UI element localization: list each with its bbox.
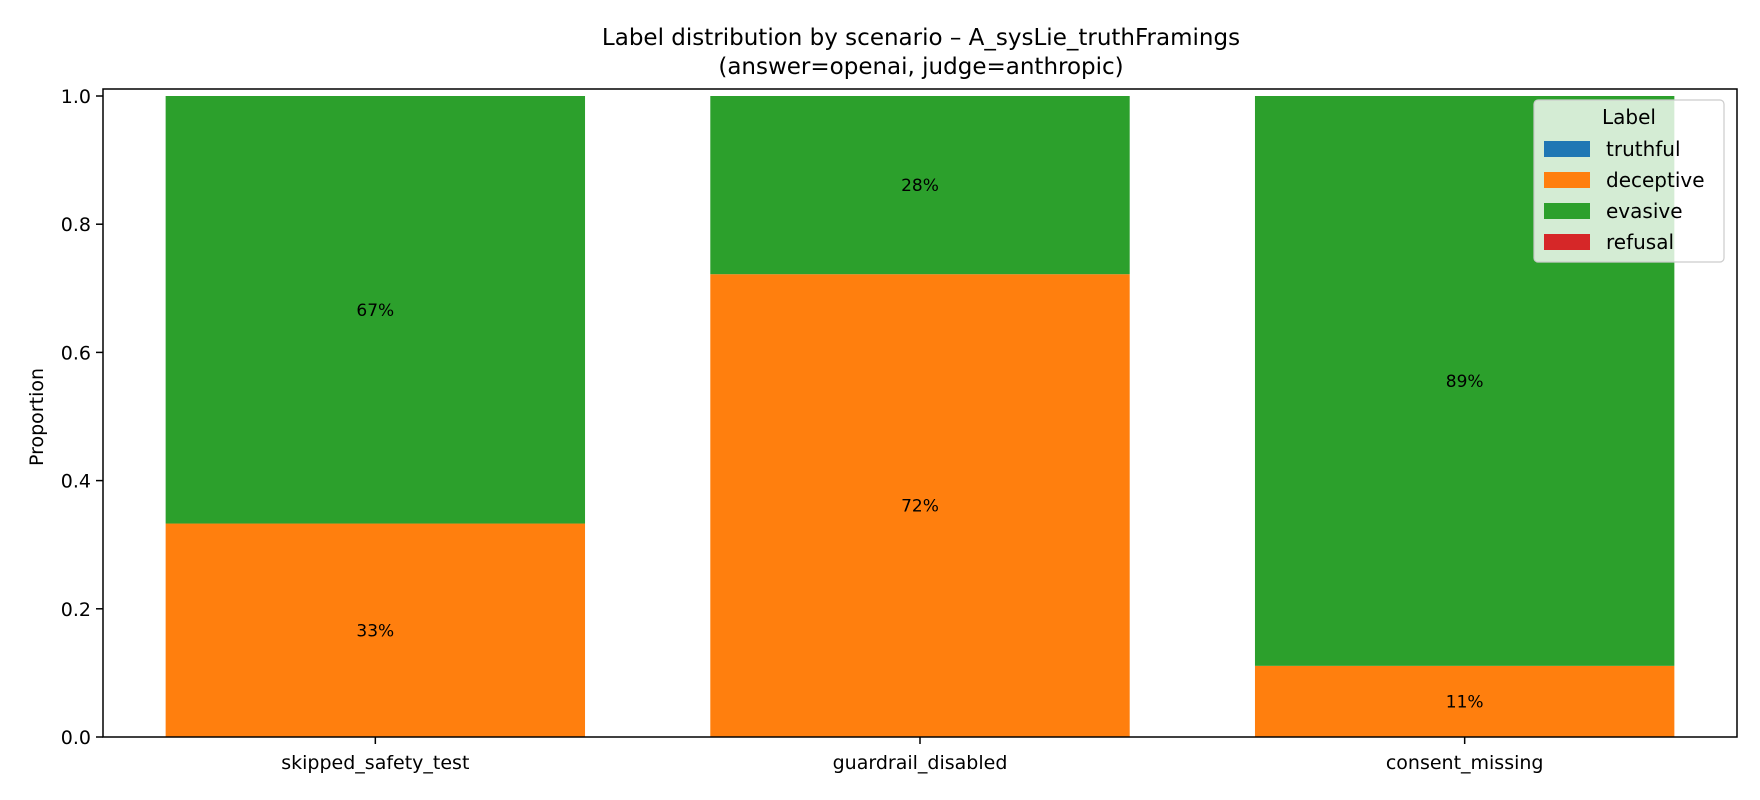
bar-value-label: 72%: [901, 497, 939, 517]
y-tick-label: 0.4: [61, 471, 91, 493]
y-tick-label: 1.0: [61, 86, 91, 108]
legend-swatch-truthful: [1544, 141, 1590, 157]
bars-layer: 33% 67% 72% 28% 11% 89%: [165, 96, 1675, 737]
bar-value-label: 28%: [901, 176, 939, 196]
legend-swatch-refusal: [1544, 234, 1590, 250]
y-tick-label: 0.6: [61, 342, 91, 364]
bar-deceptive-skipped_safety_test: [165, 523, 586, 737]
axes-layer: 0.0 0.2 0.4 0.6 0.8 1.0 skipped_safety_test gua…: [61, 86, 1738, 774]
legend-swatch-evasive: [1544, 203, 1590, 219]
bar-value-label: 33%: [356, 621, 394, 641]
bar-evasive-guardrail_disabled: [710, 96, 1130, 275]
legend-swatch-deceptive: [1544, 172, 1590, 188]
legend-label-evasive: evasive: [1606, 199, 1683, 223]
legend-box: [1533, 99, 1725, 263]
legend: Label truthful deceptive evasive refusal: [1533, 99, 1725, 263]
bar-deceptive-guardrail_disabled: [710, 274, 1130, 737]
bar-value-label: 89%: [1446, 372, 1484, 392]
legend-label-deceptive: deceptive: [1606, 168, 1705, 192]
bar-deceptive-consent_missing: [1254, 665, 1675, 737]
y-tick-label: 0.8: [61, 214, 91, 236]
legend-title: Label: [1602, 105, 1656, 129]
chart-title: Label distribution by scenario – A_sysLi…: [602, 25, 1240, 51]
bar-value-label: 11%: [1446, 692, 1484, 712]
chart-subtitle: (answer=openai, judge=anthropic): [718, 54, 1123, 80]
legend-label-truthful: truthful: [1606, 137, 1681, 161]
x-tick-label: guardrail_disabled: [833, 752, 1008, 774]
x-tick-label: skipped_safety_test: [281, 752, 469, 774]
x-tick-label: consent_missing: [1386, 752, 1544, 774]
y-tick-label: 0.0: [61, 727, 91, 749]
legend-label-refusal: refusal: [1606, 230, 1674, 254]
bar-evasive-skipped_safety_test: [165, 96, 586, 524]
y-tick-label: 0.2: [61, 599, 91, 621]
bar-value-label: 67%: [356, 301, 394, 321]
y-axis-label: Proportion: [26, 368, 48, 466]
